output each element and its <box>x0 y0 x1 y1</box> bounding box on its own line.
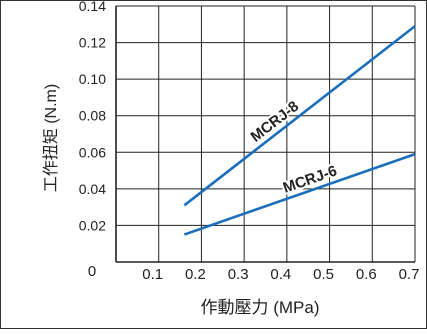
origin-label: 0 <box>88 263 96 280</box>
y-tick-label: 0.06 <box>79 144 106 160</box>
series-line <box>183 25 416 207</box>
y-tick-label: 0.14 <box>79 0 106 14</box>
x-axis-label: 作動壓力 (MPa) <box>201 298 320 317</box>
y-tick-label: 0.12 <box>79 35 106 51</box>
y-tick-label: 0.10 <box>79 71 106 87</box>
x-tick-label: 0.4 <box>270 266 291 283</box>
x-tick-label: 0.3 <box>228 266 249 283</box>
y-tick-label: 0.08 <box>79 108 106 124</box>
y-tick-label: 0.04 <box>79 181 106 197</box>
x-tick-label: 0.7 <box>399 266 420 283</box>
x-tick-label: 0.2 <box>185 266 206 283</box>
x-tick-labels: 0.1 0.2 0.3 0.4 0.5 0.6 0.7 <box>142 266 419 283</box>
y-tick-labels: 0.02 0.04 0.06 0.08 0.10 0.12 0.14 <box>79 0 106 233</box>
series-line <box>183 152 416 236</box>
x-tick-label: 0.1 <box>142 266 163 283</box>
x-tick-label: 0.6 <box>356 266 377 283</box>
y-tick-label: 0.02 <box>79 217 106 233</box>
x-tick-label: 0.5 <box>313 266 334 283</box>
y-axis-label: 工作扭矩 (N.m) <box>42 84 60 192</box>
grid <box>115 5 416 263</box>
series-lines <box>183 25 416 236</box>
